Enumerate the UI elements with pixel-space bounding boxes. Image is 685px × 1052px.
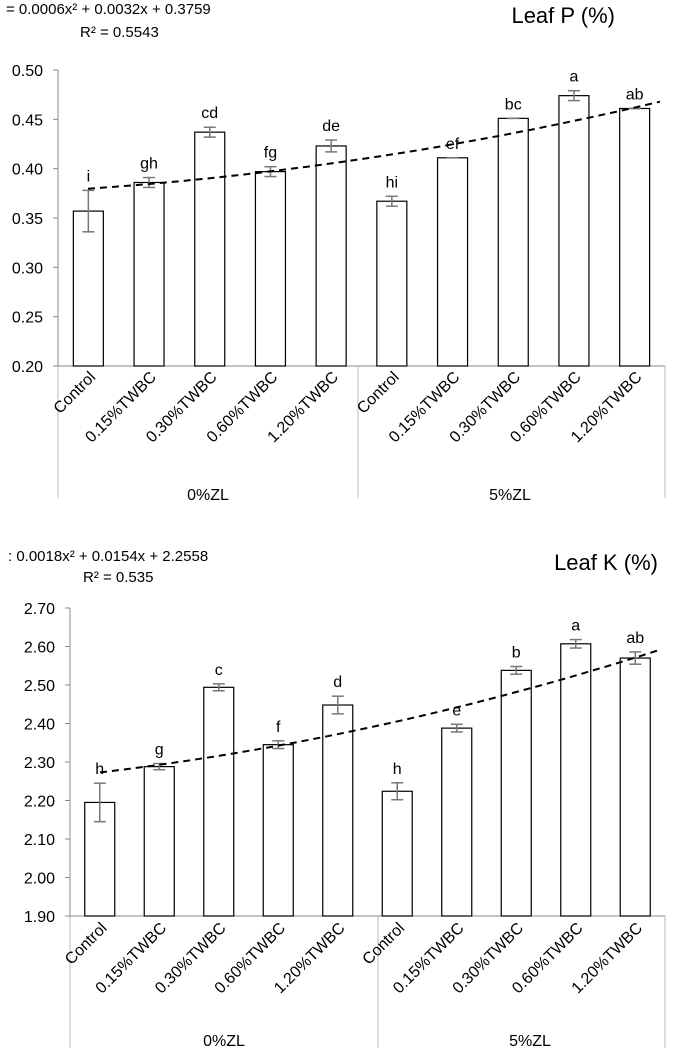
significance-letter: b bbox=[512, 645, 521, 662]
y-tick-label: 0.25 bbox=[12, 310, 43, 327]
significance-letter: ab bbox=[626, 630, 644, 647]
r-squared: R² = 0.535 bbox=[83, 569, 153, 586]
y-tick-label: 2.70 bbox=[24, 601, 55, 618]
significance-letter: fg bbox=[264, 145, 277, 162]
significance-letter: a bbox=[571, 618, 580, 635]
y-tick-label: 0.45 bbox=[12, 112, 43, 129]
y-tick-label: 2.40 bbox=[24, 717, 55, 734]
group-label: 0%ZL bbox=[203, 1033, 245, 1050]
y-tick-label: 0.35 bbox=[12, 211, 43, 228]
bar bbox=[262, 744, 294, 917]
bar bbox=[322, 704, 354, 917]
bar bbox=[619, 657, 651, 917]
bar bbox=[376, 200, 408, 367]
significance-letter: c bbox=[215, 662, 223, 679]
bar bbox=[143, 766, 175, 917]
significance-letter: de bbox=[322, 118, 340, 135]
r-squared: R² = 0.5543 bbox=[80, 24, 159, 41]
significance-letter: ef bbox=[446, 136, 460, 153]
bar bbox=[560, 643, 592, 917]
significance-letter: f bbox=[276, 719, 281, 736]
significance-letter: g bbox=[155, 742, 164, 759]
bar bbox=[315, 145, 347, 367]
significance-letter: e bbox=[452, 702, 461, 719]
y-tick-label: 2.20 bbox=[24, 794, 55, 811]
significance-letter: a bbox=[569, 69, 578, 86]
bar bbox=[619, 107, 651, 367]
group-label: 5%ZL bbox=[489, 487, 531, 504]
bar bbox=[436, 157, 469, 367]
bar bbox=[203, 686, 235, 917]
bar bbox=[441, 727, 473, 917]
trendline-equation: = 0.0006x² + 0.0032x + 0.3759 bbox=[6, 1, 211, 18]
bar bbox=[194, 131, 226, 367]
trendline bbox=[99, 649, 659, 774]
significance-letter: hi bbox=[386, 174, 398, 191]
chart-leaf-p: Leaf P (%) = 0.0006x² + 0.0032x + 0.3759… bbox=[6, 1, 666, 504]
bar bbox=[497, 117, 529, 367]
significance-letter: d bbox=[333, 674, 342, 691]
chart-title: Leaf P (%) bbox=[511, 3, 615, 28]
significance-letter: ab bbox=[626, 86, 644, 103]
bar bbox=[72, 210, 104, 367]
trendline bbox=[87, 100, 661, 190]
group-label: 0%ZL bbox=[187, 487, 229, 504]
chart-title: Leaf K (%) bbox=[554, 550, 658, 575]
y-tick-label: 0.30 bbox=[12, 260, 43, 277]
significance-letter: h bbox=[95, 761, 104, 778]
category-label: Control bbox=[360, 920, 408, 968]
trendline-equation: : 0.0018x² + 0.0154x + 2.2558 bbox=[8, 548, 208, 565]
y-tick-label: 0.50 bbox=[12, 63, 43, 80]
y-tick-label: 2.00 bbox=[24, 871, 55, 888]
chart-leaf-k: Leaf K (%) : 0.0018x² + 0.0154x + 2.2558… bbox=[8, 548, 666, 1050]
significance-letter: gh bbox=[140, 156, 158, 173]
significance-letter: bc bbox=[505, 96, 522, 113]
category-label: Control bbox=[354, 369, 402, 417]
y-tick-label: 1.90 bbox=[24, 909, 55, 926]
bar bbox=[254, 171, 287, 367]
y-tick-label: 2.30 bbox=[24, 755, 55, 772]
y-tick-label: 2.50 bbox=[24, 678, 55, 695]
y-tick-label: 0.20 bbox=[12, 359, 43, 376]
bar bbox=[133, 181, 165, 367]
y-tick-label: 0.40 bbox=[12, 162, 43, 179]
bar bbox=[500, 669, 532, 917]
y-tick-label: 2.10 bbox=[24, 832, 55, 849]
significance-letter: h bbox=[393, 761, 402, 778]
y-tick-label: 2.60 bbox=[24, 640, 55, 657]
significance-letter: i bbox=[87, 168, 91, 185]
significance-letter: cd bbox=[201, 105, 218, 122]
bar bbox=[381, 790, 413, 917]
group-label: 5%ZL bbox=[509, 1033, 551, 1050]
bar bbox=[558, 95, 590, 367]
category-label: Control bbox=[62, 920, 110, 968]
